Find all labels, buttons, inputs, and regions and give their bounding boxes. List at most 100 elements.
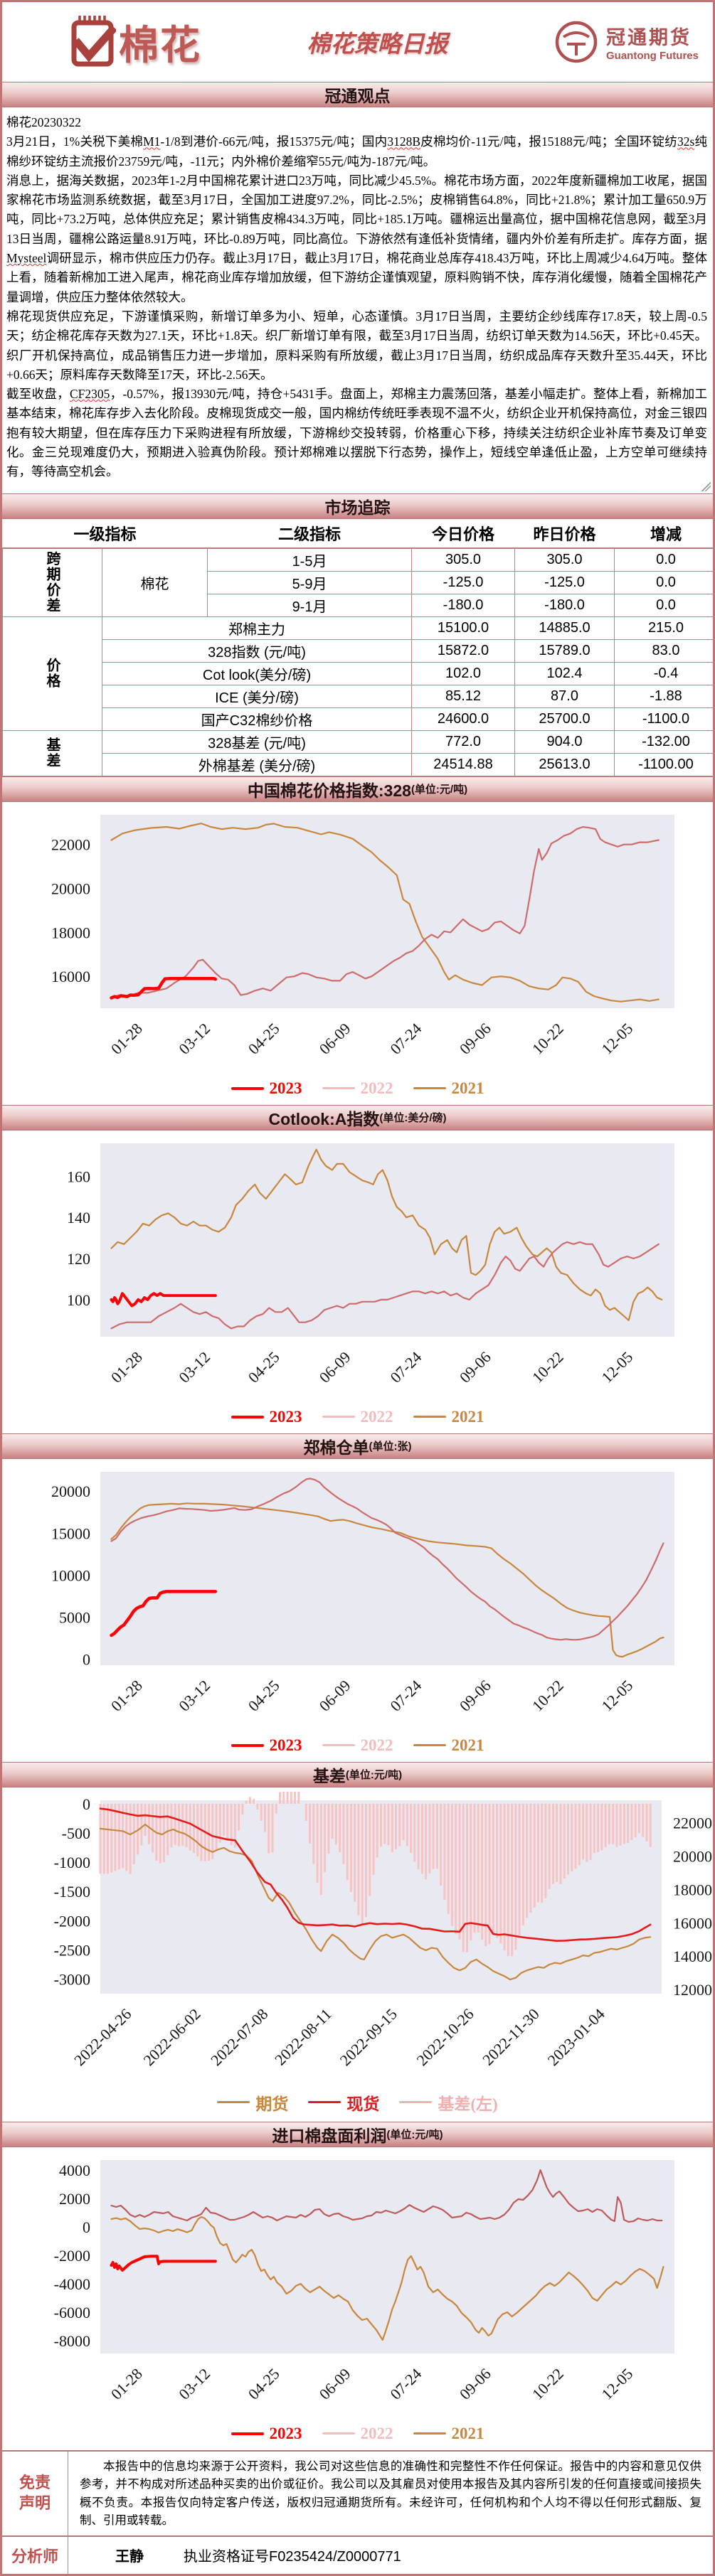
analyst-license: 执业资格证号F0235424/Z0000771	[184, 2545, 401, 2565]
table-cell: 0.0	[615, 594, 715, 616]
svg-text:06-09: 06-09	[316, 1676, 354, 1714]
chart-section-basis: 基差(单位:元/吨) 0-500-1000-1500-2000-2500-300…	[2, 1762, 713, 2122]
svg-text:18000: 18000	[51, 924, 90, 941]
legend-label: 2022	[361, 1408, 393, 1426]
svg-text:12000: 12000	[673, 1981, 712, 1999]
svg-text:04-25: 04-25	[245, 2364, 283, 2403]
disclaimer-section: 免责声明 本报告中的信息均来源于公开资料，我公司对这些信息的准确性和完整性不作任…	[2, 2450, 713, 2535]
table-cell: -0.4	[615, 662, 715, 685]
legend-label: 2023	[270, 2425, 302, 2443]
svg-text:2022-06-02: 2022-06-02	[139, 2004, 203, 2068]
svg-text:2022-09-15: 2022-09-15	[337, 2004, 401, 2068]
chart-section-cn-cotton-index: 中国棉花价格指数:328(单位:元/吨) 16000 18000 20000 2200…	[2, 776, 713, 1105]
legend-swatch	[322, 1087, 355, 1089]
viewpoint-paragraph: 棉花20230322	[6, 113, 707, 132]
svg-text:0: 0	[83, 1650, 90, 1668]
legend-item: 2021	[413, 1408, 484, 1426]
table-cell: 87.0	[515, 685, 615, 707]
svg-text:03-12: 03-12	[175, 1676, 213, 1714]
svg-text:07-24: 07-24	[386, 1676, 425, 1714]
disclaimer-label: 免责声明	[2, 2452, 68, 2535]
svg-text:06-09: 06-09	[316, 1347, 354, 1386]
company-name: 冠通期货	[606, 22, 699, 50]
svg-text:09-06: 09-06	[456, 1676, 494, 1714]
legend-label: 现货	[346, 2090, 379, 2115]
legend-item: 2023	[231, 1408, 302, 1426]
svg-text:12-05: 12-05	[598, 1347, 636, 1386]
svg-text:10000: 10000	[51, 1566, 90, 1584]
group-label: 跨期价差	[3, 548, 102, 617]
svg-text:09-06: 09-06	[456, 1019, 494, 1057]
table-cell: 102.4	[515, 662, 615, 685]
legend-label: 2021	[452, 1408, 484, 1426]
legend-item: 2022	[322, 1079, 393, 1098]
svg-text:2022-08-11: 2022-08-11	[271, 2004, 335, 2068]
indicator-label: ICE (美分/磅)	[102, 685, 412, 707]
svg-text:-3000: -3000	[54, 1970, 90, 1988]
svg-text:09-06: 09-06	[456, 1347, 494, 1386]
svg-text:-1000: -1000	[54, 1854, 90, 1871]
notepad-check-icon	[69, 14, 116, 70]
viewpoint-paragraph: 截至收盘，CF2305，-0.57%，报13930元/吨，持仓+5431手。盘面…	[6, 385, 707, 481]
chart-title-bar: 中国棉花价格指数:328(单位:元/吨)	[2, 776, 713, 802]
report-title: 棉花策略日报	[201, 25, 554, 59]
resize-grip-icon[interactable]	[701, 482, 711, 491]
chart-title: Cotlook:A指数	[268, 1106, 379, 1130]
svg-text:22000: 22000	[51, 835, 90, 853]
table-cell: -125.0	[412, 571, 515, 594]
svg-text:2022-07-08: 2022-07-08	[207, 2004, 271, 2068]
column-header: 一级指标	[3, 519, 208, 548]
table-cell: 904.0	[515, 730, 615, 753]
svg-text:140: 140	[67, 1209, 90, 1226]
table-cell: 102.0	[412, 662, 515, 685]
svg-text:120: 120	[67, 1250, 90, 1268]
table-cell: 25613.0	[515, 753, 615, 776]
svg-text:-2000: -2000	[54, 1912, 90, 1930]
indicator-label: 郑棉主力	[102, 616, 412, 639]
svg-text:10-22: 10-22	[529, 2364, 567, 2403]
company-name-en: Guantong Futures	[606, 50, 699, 62]
chart-unit: (单位:美分/磅)	[379, 1110, 446, 1125]
legend-label: 2021	[452, 1736, 484, 1755]
viewpoint-paragraph: 3月21日，1%关税下美棉M1-1/8到港价-66元/吨，报15375元/吨；国…	[6, 132, 707, 171]
svg-text:160: 160	[67, 1167, 90, 1185]
legend-label: 2021	[452, 2425, 484, 2443]
legend-label: 基差(左)	[438, 2090, 497, 2115]
svg-text:01-28: 01-28	[107, 1676, 146, 1714]
legend-swatch	[231, 1416, 264, 1418]
legend-item: 2022	[322, 1736, 393, 1755]
svg-text:18000: 18000	[673, 1881, 712, 1898]
group-label: 基差	[3, 730, 102, 776]
table-cell: 15789.0	[515, 639, 615, 662]
legend-swatch	[231, 1744, 264, 1747]
legend-item: 2023	[231, 1079, 302, 1098]
report-header: 棉花 棉花策略日报 冠通期货 Guantong Futures	[2, 2, 713, 82]
svg-text:0: 0	[83, 2218, 90, 2236]
section-title: 冠通观点	[325, 82, 391, 107]
svg-text:20000: 20000	[51, 880, 90, 897]
chart-title: 中国棉花价格指数:328	[248, 777, 411, 801]
indicator-label: 1-5月	[208, 548, 412, 572]
chart-title-bar: Cotlook:A指数(单位:美分/磅)	[2, 1105, 713, 1131]
section-bar-viewpoint: 冠通观点	[2, 82, 713, 107]
svg-text:16000: 16000	[51, 968, 90, 985]
svg-text:03-12: 03-12	[175, 1019, 213, 1057]
legend-item: 2022	[322, 1408, 393, 1426]
svg-text:01-28: 01-28	[107, 2364, 146, 2403]
legend-label: 期货	[255, 2090, 288, 2115]
svg-text:12-05: 12-05	[598, 1019, 636, 1057]
svg-text:-8000: -8000	[54, 2332, 90, 2350]
chart-svg: 0-500-1000-1500-2000-2500-30002200020000…	[2, 1792, 715, 2090]
analyst-info: 王静 执业资格证号F0235424/Z0000771	[68, 2537, 713, 2574]
